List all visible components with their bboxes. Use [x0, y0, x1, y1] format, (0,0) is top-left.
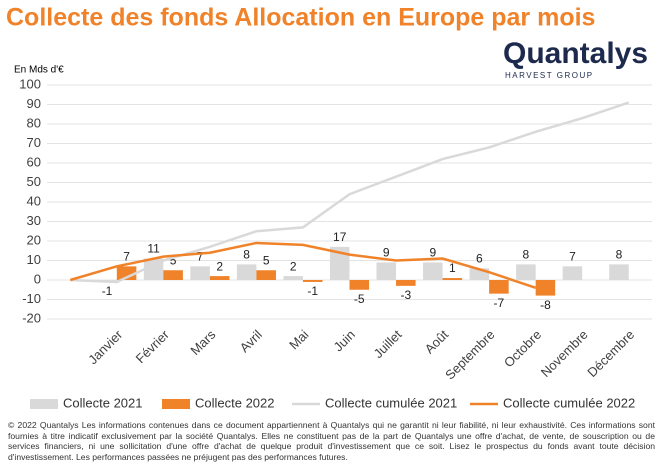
bar — [535, 280, 556, 296]
x-tick-label: Janvier — [85, 326, 126, 367]
bar — [376, 262, 397, 280]
legend-swatch — [162, 399, 190, 409]
data-label: 8 — [243, 248, 250, 262]
footer: © 2022 Quantalys Les informations conten… — [8, 420, 655, 462]
data-label: -8 — [540, 298, 551, 312]
legend-swatch — [30, 399, 58, 409]
y-tick-label: 70 — [27, 135, 41, 150]
line — [70, 101, 630, 284]
y-tick-label: 100 — [19, 76, 41, 91]
x-tick-label: Mars — [187, 327, 218, 358]
legend-label: Collecte cumulée 2022 — [503, 395, 635, 410]
data-label: -7 — [494, 296, 505, 310]
bar — [489, 280, 509, 294]
bar — [236, 264, 257, 280]
y-tick-label: 30 — [27, 213, 41, 228]
brand-sub: HARVEST GROUP — [505, 71, 594, 80]
data-label: 7 — [197, 250, 204, 264]
data-label: 9 — [383, 246, 390, 260]
y-tick-label: 60 — [27, 154, 41, 169]
data-label: 7 — [569, 250, 576, 264]
legend-label: Collecte 2022 — [195, 395, 275, 410]
data-label: -1 — [102, 284, 113, 298]
x-tick-label: Février — [133, 326, 173, 366]
bar — [163, 270, 183, 280]
data-label: 9 — [429, 246, 436, 260]
data-label: 5 — [263, 253, 270, 267]
data-label: 7 — [123, 250, 130, 264]
y-tick-label: 50 — [27, 174, 41, 189]
x-tick-label: Juillet — [370, 327, 404, 361]
y-tick-label: 80 — [27, 115, 41, 130]
bar — [116, 266, 137, 280]
x-tick-label: Avril — [237, 327, 265, 355]
x-tick-label: Juin — [331, 327, 358, 354]
bar — [609, 264, 629, 280]
chart-title: Collecte des fonds Allocation en Europe … — [6, 4, 595, 32]
data-label: -5 — [354, 292, 365, 306]
x-tick-label: Septembre — [442, 327, 498, 383]
bar — [302, 280, 323, 282]
bar — [209, 276, 230, 280]
y-tick-label: 0 — [34, 271, 41, 286]
x-tick-label: Mai — [286, 327, 311, 352]
x-tick-label: Août — [422, 327, 452, 357]
data-label: 8 — [523, 248, 530, 262]
bar — [283, 276, 303, 280]
legend-label: Collecte cumulée 2021 — [325, 395, 457, 410]
data-label: 17 — [333, 230, 347, 244]
y-tick-label: -20 — [22, 310, 41, 325]
bar — [562, 266, 583, 280]
x-tick-label: Octobre — [501, 327, 544, 370]
chart: Collecte des fonds Allocation en Europe … — [6, 4, 652, 410]
unit-label: En Mds d'€ — [14, 65, 64, 76]
data-label: -3 — [400, 288, 411, 302]
data-label: 8 — [616, 248, 623, 262]
x-tick-label: Décembre — [584, 327, 637, 380]
bar — [423, 262, 443, 280]
y-tick-label: 10 — [27, 252, 41, 267]
y-tick-label: 40 — [27, 193, 41, 208]
data-label: -1 — [307, 284, 318, 298]
data-label: 2 — [216, 259, 223, 273]
bar — [442, 278, 463, 280]
bar — [329, 246, 350, 280]
bar — [396, 280, 416, 286]
y-tick-label: -10 — [22, 291, 41, 306]
y-tick-label: 90 — [27, 96, 41, 111]
data-label: 5 — [170, 253, 177, 267]
legend-label: Collecte 2021 — [63, 395, 143, 410]
data-label: 11 — [147, 242, 160, 256]
bar — [516, 264, 536, 280]
bar — [256, 270, 276, 280]
bar — [190, 266, 210, 280]
data-label: 1 — [449, 261, 456, 275]
data-label: 6 — [476, 251, 483, 265]
line — [69, 241, 537, 289]
y-tick-label: 20 — [27, 232, 41, 247]
data-label: 2 — [290, 259, 297, 273]
x-tick-label: Novembre — [538, 327, 591, 380]
bar — [469, 268, 490, 280]
brand: Quantalys — [503, 37, 648, 70]
bar — [349, 280, 370, 290]
